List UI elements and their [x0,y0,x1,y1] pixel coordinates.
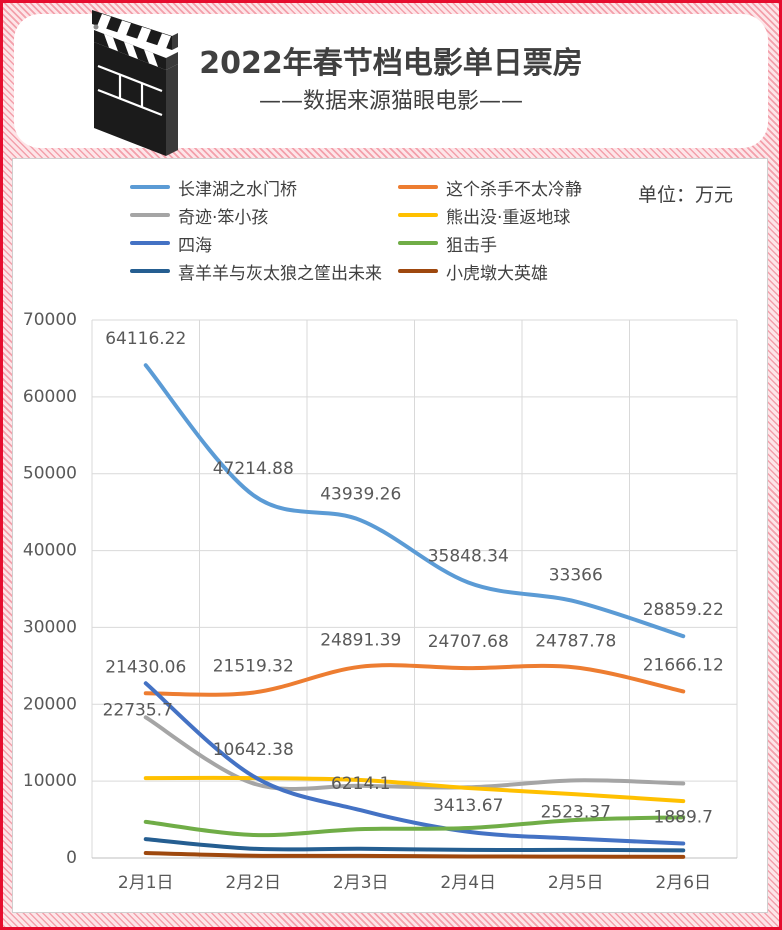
chart-card: 长津湖之水门桥 这个杀手不太冷静 奇迹·笨小孩 熊出没·重返地球 四海 狙击手 [12,158,768,913]
legend-label: 喜羊羊与灰太狼之筐出未来 [178,263,382,284]
legend-label: 长津湖之水门桥 [178,179,297,200]
chart-subtitle: ——数据来源猫眼电影—— [258,89,523,114]
unit-label: 单位：万元 [638,184,734,206]
y-tick-label: 40000 [23,541,77,561]
data-label: 64116.22 [105,329,186,349]
x-tick-label: 2月3日 [333,873,389,893]
data-label: 21430.06 [105,657,186,677]
clapper-board-top [94,30,178,70]
series-line-6 [143,815,686,838]
legend-item: 长津湖之水门桥 [130,173,398,201]
y-tick-label: 10000 [23,771,77,791]
x-tick-label: 2月2日 [225,873,281,893]
data-label: 22735.7 [103,700,173,720]
series-line-3 [143,715,686,792]
data-label: 33366 [549,566,603,586]
data-label: 6214.1 [331,774,390,794]
series-lines [143,363,686,859]
legend-label: 狙击手 [446,235,497,256]
y-tick-label: 50000 [23,464,77,484]
data-label: 35848.34 [428,546,509,566]
data-label: 28859.22 [643,600,724,620]
clapper-arm [92,10,178,50]
legend-swatch [130,185,170,189]
data-label: 21519.32 [213,657,294,677]
y-tick-label: 30000 [23,617,77,637]
series-line-2 [143,663,686,697]
legend-item: 狙击手 [398,229,618,257]
data-label: 24787.78 [535,631,616,651]
legend-item: 熊出没·重返地球 [398,201,618,229]
legend-item: 喜羊羊与灰太狼之筐出未来 [130,257,398,285]
clapper-body [94,42,178,156]
y-tick-label: 60000 [23,387,77,407]
x-tick-label: 2月4日 [440,873,496,893]
series-line-1 [143,363,686,639]
legend-label: 小虎墩大英雄 [446,263,548,284]
legend-label: 四海 [178,235,212,256]
data-label: 24891.39 [320,631,401,651]
data-label: 10642.38 [213,740,294,760]
legend-item: 奇迹·笨小孩 [130,201,398,229]
chart-title: 2022年春节档电影单日票房 [199,46,583,81]
legend-label: 熊出没·重返地球 [446,207,571,228]
y-tick-label: 20000 [23,694,77,714]
series-line-8 [143,851,686,859]
legend-label: 这个杀手不太冷静 [446,179,582,200]
legend-swatch [398,241,438,245]
legend: 长津湖之水门桥 这个杀手不太冷静 奇迹·笨小孩 熊出没·重返地球 四海 狙击手 [130,173,618,285]
legend-swatch [130,269,170,273]
data-label: 47214.88 [213,459,294,479]
series-line-5 [143,681,686,846]
data-label: 3413.67 [433,796,503,816]
data-label: 1889.7 [654,807,713,827]
y-tick-label: 70000 [23,310,77,330]
legend-item: 小虎墩大英雄 [398,257,618,285]
data-label: 2523.37 [541,803,611,823]
series-line-4 [143,775,686,804]
legend-item: 这个杀手不太冷静 [398,173,618,201]
series-line-7 [143,837,686,853]
x-tick-label: 2月6日 [655,873,711,893]
x-tick-label: 2月5日 [548,873,604,893]
legend-label: 奇迹·笨小孩 [178,207,269,228]
line-chart: 0 10000 20000 30000 40000 50000 60000 70000 2月1日… [23,310,738,893]
legend-swatch [398,213,438,217]
clapperboard-icon [92,10,178,156]
x-tick-label: 2月1日 [118,873,174,893]
y-tick-label: 0 [66,848,77,868]
data-label: 21666.12 [643,655,724,675]
legend-swatch [398,185,438,189]
data-label: 43939.26 [320,484,401,504]
legend-item: 四海 [130,229,398,257]
legend-swatch [398,269,438,273]
legend-swatch [130,241,170,245]
legend-swatch [130,213,170,217]
data-label: 24707.68 [428,632,509,652]
